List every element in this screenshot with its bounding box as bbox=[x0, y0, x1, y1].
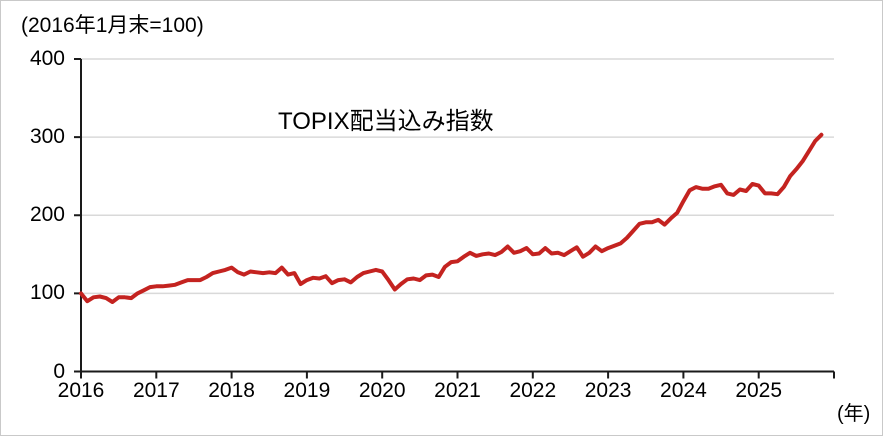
x-tick-label: 2024 bbox=[660, 379, 707, 402]
y-tick-label: 400 bbox=[29, 47, 65, 70]
topix-series-line bbox=[79, 132, 824, 304]
x-axis-unit-label: (年) bbox=[837, 403, 871, 425]
x-tick-label: 2020 bbox=[358, 379, 406, 402]
x-tick-label: 2017 bbox=[132, 379, 180, 402]
index-base-note: (2016年1月末=100) bbox=[21, 14, 204, 37]
x-tick-label: 2021 bbox=[434, 379, 481, 402]
series-label: TOPIX配当込み指数 bbox=[278, 108, 494, 135]
y-tick-label: 0 bbox=[53, 359, 65, 383]
x-tick-label: 2025 bbox=[735, 379, 783, 402]
y-tick-label: 100 bbox=[29, 281, 65, 305]
x-tick-label: 2023 bbox=[584, 379, 632, 402]
x-tick-label: 2016 bbox=[57, 379, 105, 402]
y-tick-label: 200 bbox=[29, 203, 65, 227]
y-tick-label: 300 bbox=[29, 125, 65, 149]
x-tick-label: 2018 bbox=[208, 379, 255, 402]
x-tick-label: 2022 bbox=[509, 379, 557, 402]
x-tick-label: 2019 bbox=[283, 379, 331, 402]
